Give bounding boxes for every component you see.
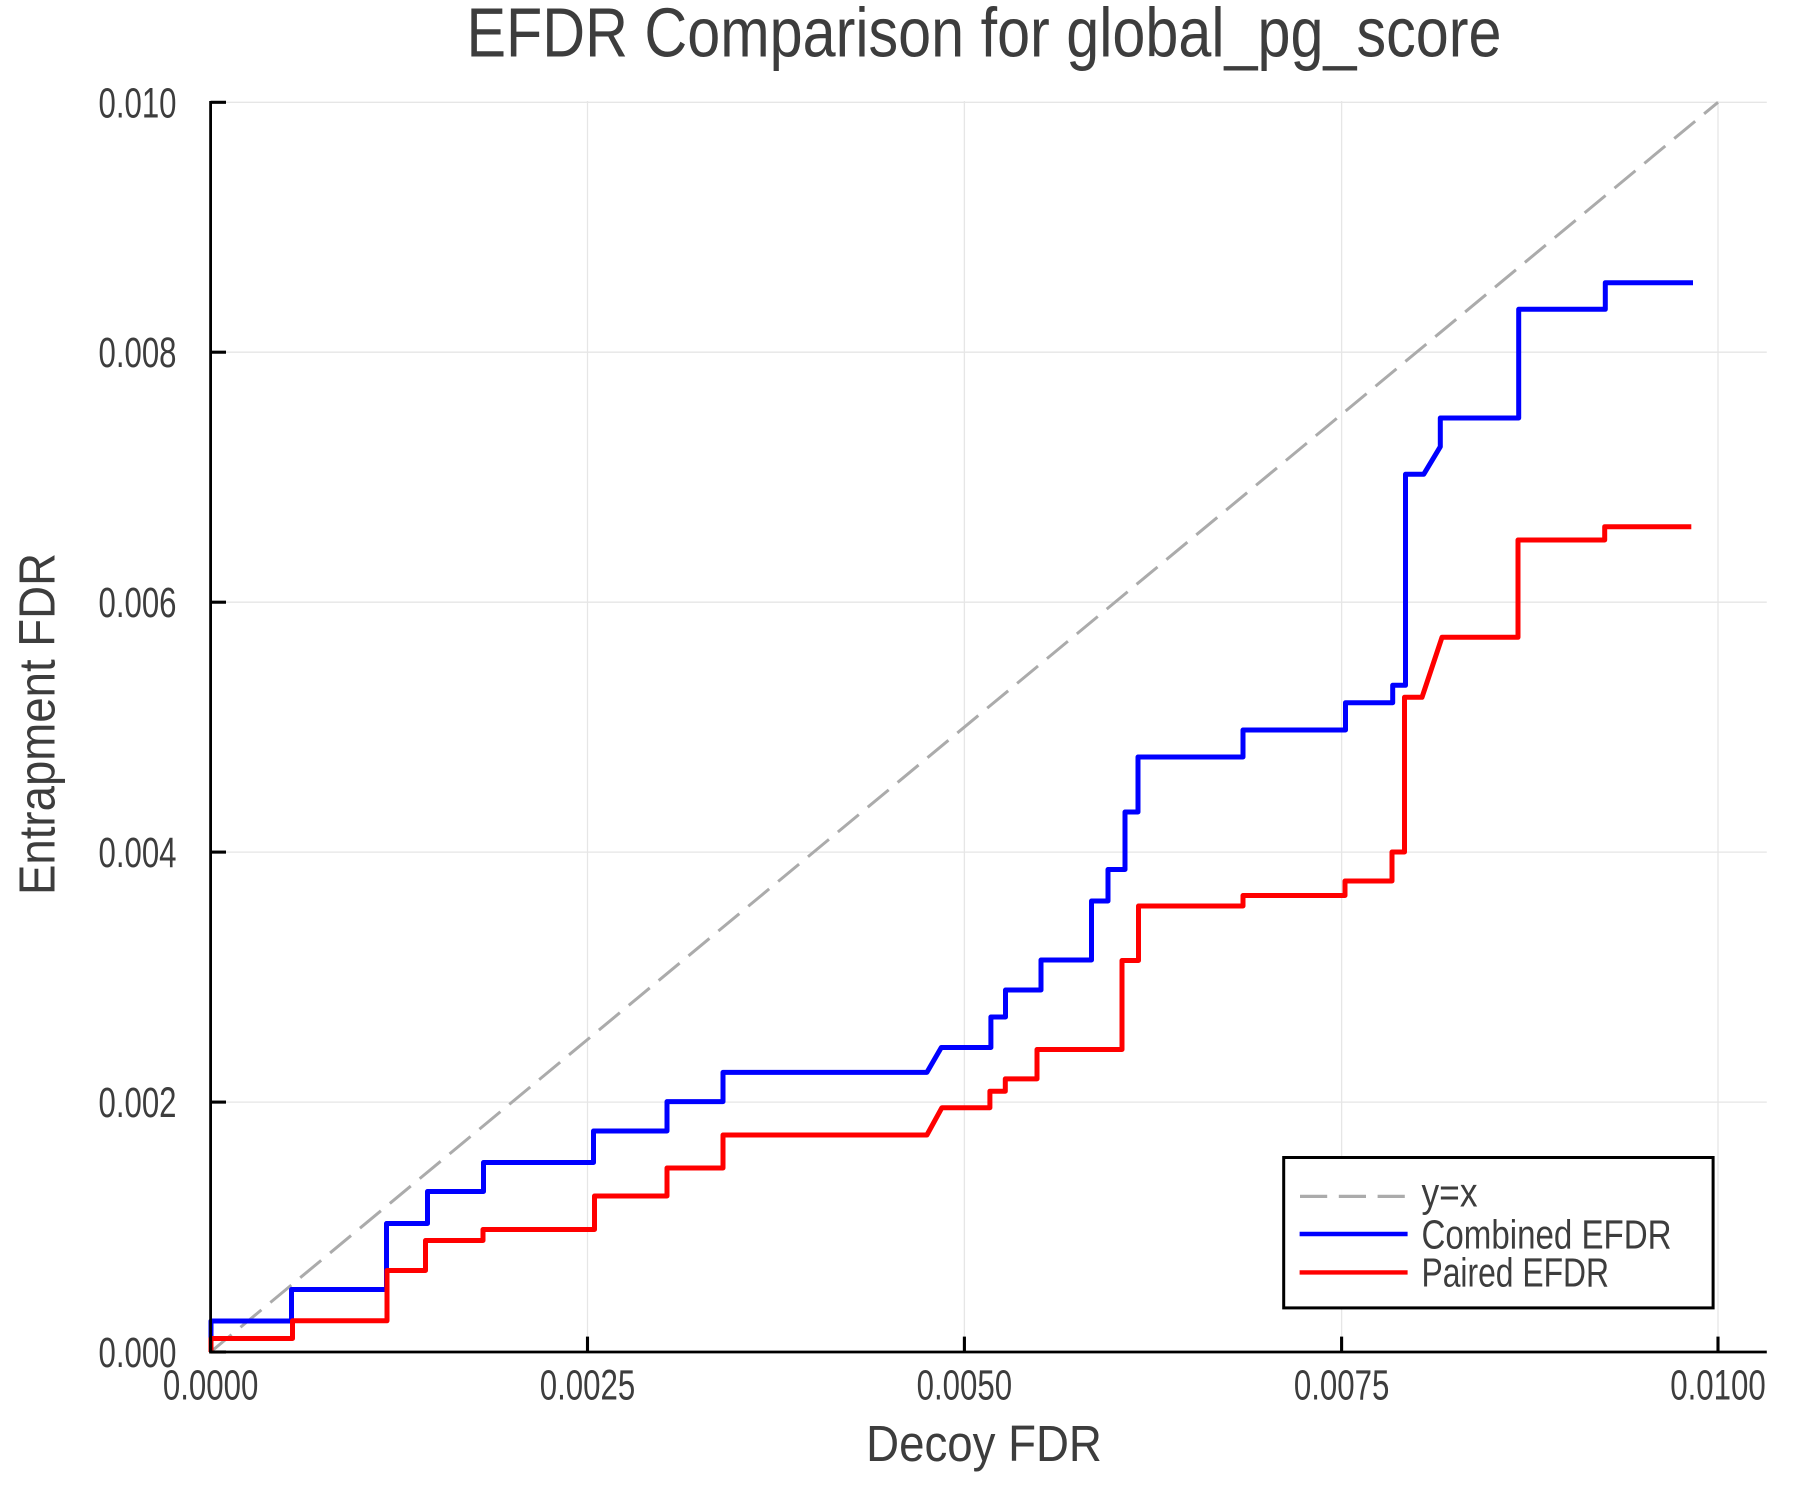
svg-text:0.002: 0.002 (99, 1079, 177, 1126)
svg-text:Decoy FDR: Decoy FDR (866, 1415, 1102, 1472)
svg-text:Entrapment FDR: Entrapment FDR (9, 553, 66, 895)
svg-text:0.0100: 0.0100 (1670, 1361, 1766, 1408)
svg-text:0.0000: 0.0000 (163, 1361, 259, 1408)
svg-text:0.0025: 0.0025 (540, 1361, 636, 1408)
svg-text:0.000: 0.000 (99, 1329, 177, 1376)
svg-text:0.008: 0.008 (99, 329, 177, 376)
svg-text:y=x: y=x (1422, 1170, 1478, 1216)
svg-text:0.010: 0.010 (99, 79, 177, 126)
svg-text:EFDR Comparison for global_pg_: EFDR Comparison for global_pg_score (467, 0, 1502, 72)
svg-text:0.0050: 0.0050 (917, 1361, 1013, 1408)
svg-text:0.0075: 0.0075 (1294, 1361, 1390, 1408)
svg-text:0.006: 0.006 (99, 579, 177, 626)
svg-text:Paired EFDR: Paired EFDR (1422, 1250, 1610, 1296)
svg-text:Combined EFDR: Combined EFDR (1422, 1211, 1672, 1257)
svg-text:0.004: 0.004 (99, 829, 177, 876)
